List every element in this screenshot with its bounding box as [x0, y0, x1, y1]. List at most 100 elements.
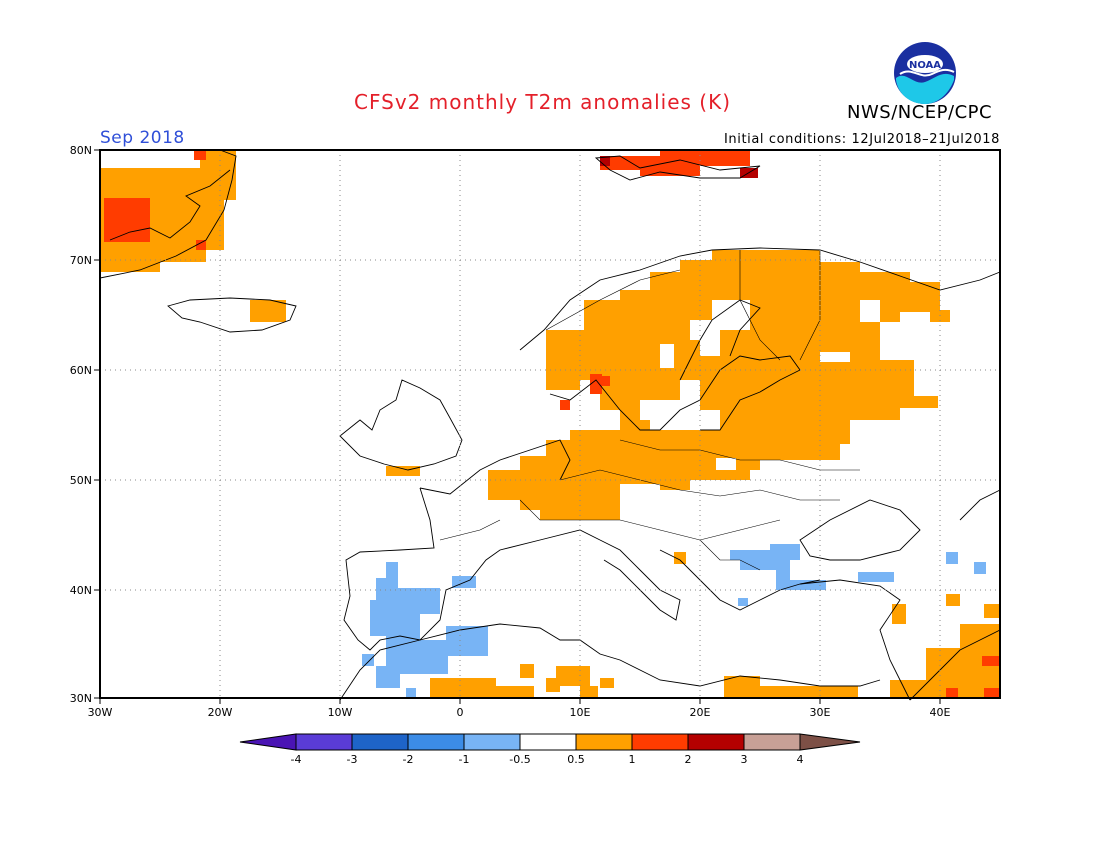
lon-tick-label: 30W: [88, 706, 113, 719]
lon-tick-labels: 30W 20W 10W 0 10E 20E 30E 40E: [88, 706, 951, 719]
colorbar-label: 4: [797, 753, 804, 766]
anomaly-region-balkans-cold: [730, 544, 826, 590]
colorbar-segment: [463, 733, 521, 751]
colorbar-segment: [407, 733, 465, 751]
tick-marks: [94, 149, 941, 704]
coastline-africa: [339, 623, 881, 701]
anomaly-cell-warm: [580, 686, 598, 698]
coastline-layer: [99, 149, 1001, 701]
anomaly-cell-darkred: [600, 156, 610, 166]
anomaly-cell-red: [946, 688, 958, 698]
colorbar-segment: [799, 733, 861, 751]
anomaly-cell-red: [560, 400, 570, 410]
forecast-period: Sep 2018: [100, 128, 185, 148]
anomaly-region-central-europe: [488, 430, 780, 520]
lat-tick-labels: 80N 70N 60N 50N 40N 30N: [70, 144, 92, 705]
coastline-greenland: [99, 149, 237, 279]
coastline-red-sea: [909, 629, 1001, 701]
coastline-italy: [599, 539, 681, 621]
coastline-svalbard: [594, 155, 761, 181]
lat-tick-label: 80N: [70, 144, 92, 157]
colorbar-label: -2: [403, 753, 414, 766]
lon-tick-label: 30E: [810, 706, 831, 719]
lon-tick-label: 40E: [930, 706, 951, 719]
coastline-france-spain: [343, 487, 601, 651]
gridlines: [100, 150, 1000, 698]
coastline-greenland-fjords: [109, 169, 231, 241]
noaa-logo-icon: NOAA: [894, 42, 956, 104]
colorbar-segment: [295, 733, 353, 751]
anomaly-cell-red: [984, 688, 1000, 698]
lon-tick-label: 0: [457, 706, 464, 719]
lon-tick-label: 10E: [570, 706, 591, 719]
anomaly-cell-warm: [946, 594, 960, 606]
colorbar: [239, 733, 861, 751]
lat-tick-label: 50N: [70, 474, 92, 487]
colorbar-segment: [575, 733, 633, 751]
anomaly-cell-red: [982, 656, 1000, 666]
coastline-turkey-levant: [799, 579, 911, 701]
anomaly-cell-cold: [946, 552, 958, 564]
coastline-ireland-uk: [339, 379, 463, 471]
coastline-balkans-greece: [659, 549, 821, 611]
coastline-western-europe: [419, 439, 571, 495]
anomaly-cell-warm: [546, 678, 560, 692]
colorbar-label: -4: [291, 753, 302, 766]
colorbar-segment: [351, 733, 409, 751]
anomaly-cell-cold: [362, 654, 374, 666]
chart-title: CFSv2 monthly T2m anomalies (K): [354, 90, 731, 114]
agency-label: NWS/NCEP/CPC: [847, 102, 993, 123]
lat-tick-label: 60N: [70, 364, 92, 377]
colorbar-label: 0.5: [567, 753, 585, 766]
anomaly-cell-cold: [738, 598, 748, 606]
anomaly-region-iberia-cold: [370, 562, 488, 688]
coastline-caspian: [959, 489, 1001, 521]
lat-tick-label: 40N: [70, 584, 92, 597]
lat-tick-label: 30N: [70, 692, 92, 705]
anomaly-region-greenland-red2: [196, 240, 206, 250]
anomaly-cell-cold: [974, 562, 986, 574]
anomaly-cell-red: [194, 150, 206, 160]
coastline-norway: [519, 247, 1001, 351]
lon-tick-label: 20W: [208, 706, 233, 719]
colorbar-segment: [631, 733, 689, 751]
lon-tick-label: 10W: [328, 706, 353, 719]
lat-tick-label: 70N: [70, 254, 92, 267]
colorbar-label: 3: [741, 753, 748, 766]
anomaly-region-north-africa: [430, 678, 534, 698]
anomaly-region-svalbard: [600, 150, 750, 176]
anomaly-cell-warm: [520, 664, 534, 678]
anomaly-fill-layer: [100, 150, 1000, 698]
colorbar-label: -3: [347, 753, 358, 766]
colorbar-label: -0.5: [509, 753, 530, 766]
colorbar-segment: [687, 733, 745, 751]
colorbar-segment: [743, 733, 801, 751]
initial-conditions: Initial conditions: 12Jul2018–21Jul2018: [723, 132, 1000, 147]
map-frame: [99, 149, 1001, 699]
colorbar-label: 2: [685, 753, 692, 766]
colorbar-label: -1: [459, 753, 470, 766]
colorbar-label: 1: [629, 753, 636, 766]
anomaly-cell-warm: [556, 666, 590, 686]
anomaly-cell-warm: [674, 552, 686, 564]
colorbar-labels: -4 -3 -2 -1 -0.5 0.5 1 2 3 4: [291, 753, 804, 766]
anomaly-cell-cold: [406, 688, 416, 698]
anomaly-region-middle-east: [890, 624, 1000, 698]
colorbar-segment: [519, 733, 577, 751]
anomaly-cell-cold: [858, 572, 894, 582]
coastline-iceland: [167, 297, 297, 333]
anomaly-region-egypt: [724, 676, 858, 698]
anomaly-region-greenland-red: [104, 198, 150, 242]
anomaly-region-iceland: [250, 300, 286, 322]
anomaly-cell-red-scandinavia: [590, 374, 602, 394]
coastline-sweden-baltic: [549, 355, 801, 431]
lon-tick-label: 20E: [690, 706, 711, 719]
anomaly-region-brittany: [386, 466, 420, 476]
coastline-black-sea: [799, 499, 921, 561]
anomaly-cell-red: [600, 376, 610, 386]
noaa-logo-text: NOAA: [909, 60, 941, 71]
anomaly-cell-warm: [892, 604, 906, 624]
anomaly-cell-warm: [984, 604, 1000, 618]
colorbar-segment: [239, 733, 297, 751]
